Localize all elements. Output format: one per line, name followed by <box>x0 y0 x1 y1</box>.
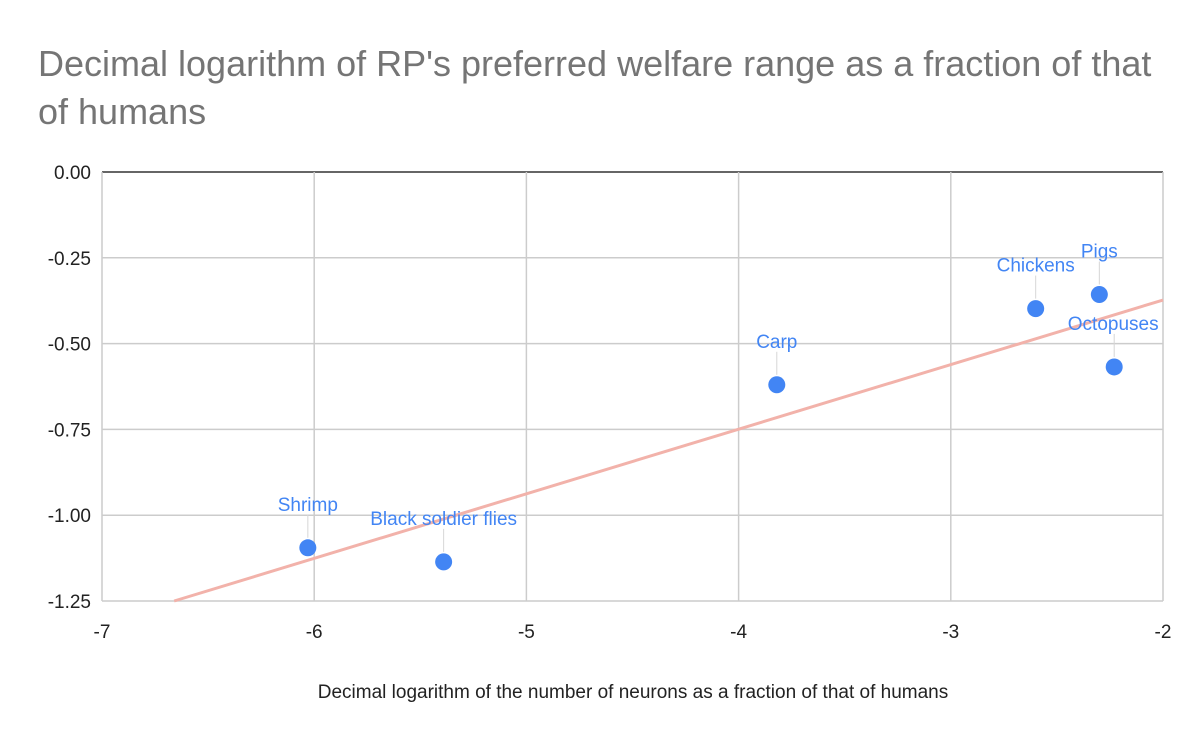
y-tick-label: -0.50 <box>48 335 91 356</box>
grid-lines <box>101 171 1164 602</box>
point-labels: Shrimp Black soldier flies Carp Chickens Pig… <box>278 242 1159 530</box>
point-label: Octopuses <box>1068 314 1159 335</box>
point-label: Carp <box>756 332 797 353</box>
x-tick-label: -7 <box>94 622 111 643</box>
chart-title: Decimal logarithm of RP's preferred welf… <box>38 43 1152 132</box>
x-axis-label: Decimal logarithm of the number of neuro… <box>318 682 949 703</box>
data-point <box>1027 300 1045 318</box>
x-tick-label: -3 <box>942 622 959 643</box>
point-label: Pigs <box>1081 242 1118 263</box>
data-point <box>1090 286 1108 304</box>
x-axis-ticks: -7 -6 -5 -4 -3 -2 <box>94 622 1172 643</box>
x-tick-label: -6 <box>306 622 323 643</box>
y-tick-label: 0.00 <box>54 163 91 184</box>
point-label: Black soldier flies <box>370 509 517 530</box>
y-axis-ticks: 0.00 -0.25 -0.50 -0.75 -1.00 -1.25 <box>48 163 91 613</box>
data-point <box>768 376 786 394</box>
y-tick-label: -0.25 <box>48 249 91 270</box>
x-tick-label: -2 <box>1155 622 1172 643</box>
trendline <box>173 298 1164 603</box>
point-label: Shrimp <box>278 495 338 516</box>
y-tick-label: -1.00 <box>48 506 91 527</box>
data-point <box>1105 358 1123 376</box>
data-point <box>299 539 317 557</box>
x-tick-label: -4 <box>730 622 747 643</box>
trendline-group <box>173 298 1164 603</box>
data-point <box>435 553 453 571</box>
y-tick-label: -1.25 <box>48 592 91 613</box>
data-points <box>299 286 1123 571</box>
label-leader-lines <box>307 261 1115 552</box>
y-tick-label: -0.75 <box>48 420 91 441</box>
x-tick-label: -5 <box>518 622 535 643</box>
point-label: Chickens <box>997 256 1075 277</box>
